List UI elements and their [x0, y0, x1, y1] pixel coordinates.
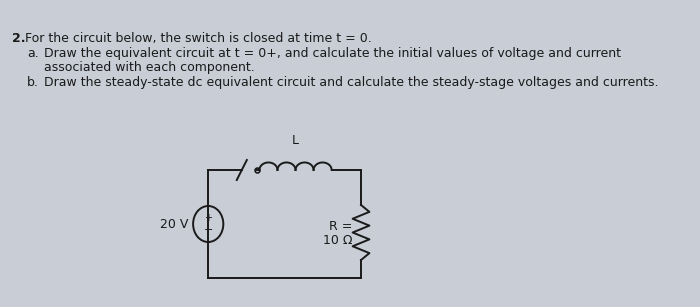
- Text: L: L: [292, 134, 299, 147]
- Text: 20 V: 20 V: [160, 217, 188, 231]
- Text: +: +: [204, 213, 212, 223]
- Text: −: −: [204, 225, 213, 235]
- Text: a.: a.: [27, 47, 38, 60]
- Text: For the circuit below, the switch is closed at time t = 0.: For the circuit below, the switch is clo…: [25, 32, 372, 45]
- Text: 10 Ω: 10 Ω: [323, 234, 353, 247]
- Text: Draw the equivalent circuit at t = 0+, and calculate the initial values of volta: Draw the equivalent circuit at t = 0+, a…: [43, 47, 621, 60]
- Text: 2.: 2.: [12, 32, 25, 45]
- Text: b.: b.: [27, 76, 38, 89]
- Text: Draw the steady-state dc equivalent circuit and calculate the steady-stage volta: Draw the steady-state dc equivalent circ…: [43, 76, 658, 89]
- Text: associated with each component.: associated with each component.: [43, 61, 254, 74]
- Text: R =: R =: [329, 220, 353, 233]
